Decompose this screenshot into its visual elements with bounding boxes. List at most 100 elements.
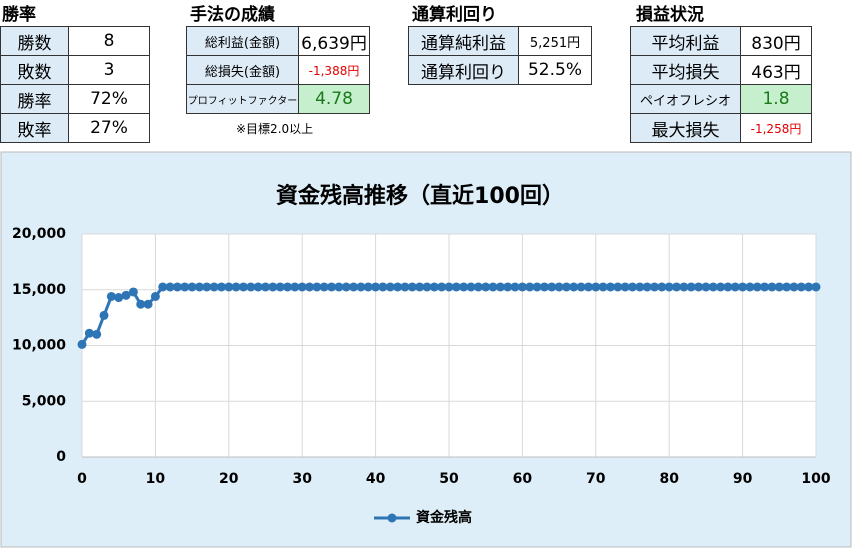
data-point bbox=[305, 282, 315, 292]
data-point bbox=[121, 290, 131, 300]
data-point bbox=[312, 282, 322, 292]
data-point bbox=[143, 299, 153, 309]
data-point bbox=[664, 282, 674, 292]
note: ※目標2.0以上 bbox=[236, 122, 314, 136]
table-title: 通算利回り bbox=[412, 5, 497, 25]
data-point bbox=[532, 282, 542, 292]
data-point bbox=[539, 282, 549, 292]
label-cell: 敗数 bbox=[0, 55, 69, 85]
data-point bbox=[782, 282, 792, 292]
data-point bbox=[385, 282, 395, 292]
data-point bbox=[349, 282, 359, 292]
x-tick-label: 70 bbox=[586, 471, 606, 487]
y-tick-label: 20,000 bbox=[12, 226, 66, 242]
data-point bbox=[738, 282, 748, 292]
table-title: 勝率 bbox=[2, 5, 36, 25]
label-cell: 最大損失 bbox=[630, 113, 741, 143]
data-point bbox=[620, 282, 630, 292]
data-point bbox=[158, 282, 168, 292]
data-point bbox=[628, 282, 637, 292]
data-point bbox=[77, 339, 87, 349]
label-cell: 敗率 bbox=[0, 113, 69, 143]
label-cell: 通算利回り bbox=[408, 55, 519, 85]
data-point bbox=[334, 282, 344, 292]
value-cell: 6,639円 bbox=[298, 26, 370, 56]
data-point bbox=[598, 282, 608, 292]
label-cell: 通算純利益 bbox=[408, 26, 519, 56]
data-point bbox=[679, 282, 689, 292]
data-point bbox=[525, 282, 535, 292]
data-point bbox=[774, 282, 784, 292]
data-point bbox=[407, 282, 417, 292]
data-point bbox=[561, 282, 571, 292]
value-cell: 463円 bbox=[740, 55, 812, 85]
data-point bbox=[283, 282, 293, 292]
data-point bbox=[789, 282, 799, 292]
data-point bbox=[635, 282, 645, 292]
x-tick-label: 10 bbox=[146, 471, 166, 487]
data-point bbox=[268, 282, 278, 292]
y-tick-label: 5,000 bbox=[22, 393, 67, 409]
y-tick-label: 10,000 bbox=[12, 338, 66, 354]
data-point bbox=[231, 282, 241, 292]
value-cell: 52.5% bbox=[518, 55, 592, 85]
table-title: 損益状況 bbox=[636, 5, 704, 25]
data-point bbox=[363, 282, 373, 292]
y-tick-label: 15,000 bbox=[12, 282, 66, 298]
label-cell: 総利益(金額) bbox=[186, 26, 299, 56]
data-point bbox=[583, 282, 593, 292]
data-point bbox=[694, 282, 704, 292]
label-cell: 平均損失 bbox=[630, 55, 741, 85]
data-point bbox=[444, 282, 454, 292]
data-point bbox=[650, 282, 660, 292]
legend-label: 資金残高 bbox=[416, 509, 472, 526]
x-tick-label: 80 bbox=[659, 471, 679, 487]
data-point bbox=[495, 282, 505, 292]
data-point bbox=[327, 282, 337, 292]
data-point bbox=[569, 282, 579, 292]
data-point bbox=[481, 282, 491, 292]
data-point bbox=[297, 282, 307, 292]
data-point bbox=[165, 282, 175, 292]
label-cell: ペイオフレシオ bbox=[630, 84, 741, 114]
data-point bbox=[804, 282, 814, 292]
data-point bbox=[371, 282, 381, 292]
label-cell: 勝率 bbox=[0, 84, 69, 114]
data-point bbox=[730, 282, 740, 292]
value-cell: 72% bbox=[68, 84, 150, 114]
data-point bbox=[400, 282, 410, 292]
x-tick-label: 60 bbox=[513, 471, 533, 487]
data-point bbox=[378, 282, 388, 292]
data-point bbox=[708, 282, 718, 292]
data-point bbox=[393, 282, 403, 292]
data-point bbox=[84, 328, 94, 338]
value-cell: 4.78 bbox=[298, 84, 370, 114]
data-point bbox=[576, 282, 586, 292]
x-tick-label: 30 bbox=[292, 471, 312, 487]
data-point bbox=[180, 282, 190, 292]
table-title: 手法の成績 bbox=[190, 5, 275, 25]
data-point bbox=[216, 282, 226, 292]
value-cell: 27% bbox=[68, 113, 150, 143]
data-point bbox=[209, 282, 219, 292]
x-tick-label: 90 bbox=[733, 471, 753, 487]
data-point bbox=[760, 282, 770, 292]
value-cell: 3 bbox=[68, 55, 150, 85]
data-point bbox=[422, 282, 432, 292]
data-point bbox=[114, 293, 124, 303]
data-point bbox=[202, 282, 212, 292]
data-point bbox=[290, 282, 300, 292]
data-point bbox=[547, 282, 557, 292]
data-point bbox=[429, 282, 439, 292]
chart-title: 資金残高推移（直近100回） bbox=[276, 183, 564, 209]
data-point bbox=[811, 282, 821, 292]
x-tick-label: 100 bbox=[801, 471, 830, 487]
data-point bbox=[451, 282, 461, 292]
data-point bbox=[657, 282, 667, 292]
label-cell: 平均利益 bbox=[630, 26, 741, 56]
data-point bbox=[128, 287, 138, 297]
data-point bbox=[642, 282, 652, 292]
data-point bbox=[605, 282, 615, 292]
data-point bbox=[253, 282, 263, 292]
